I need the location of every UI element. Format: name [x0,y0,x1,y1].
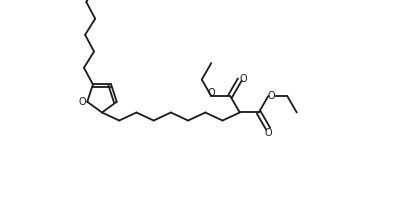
Text: O: O [265,128,272,138]
Text: O: O [79,97,87,107]
Text: O: O [268,91,276,101]
Text: O: O [240,74,247,84]
Text: O: O [208,88,215,98]
